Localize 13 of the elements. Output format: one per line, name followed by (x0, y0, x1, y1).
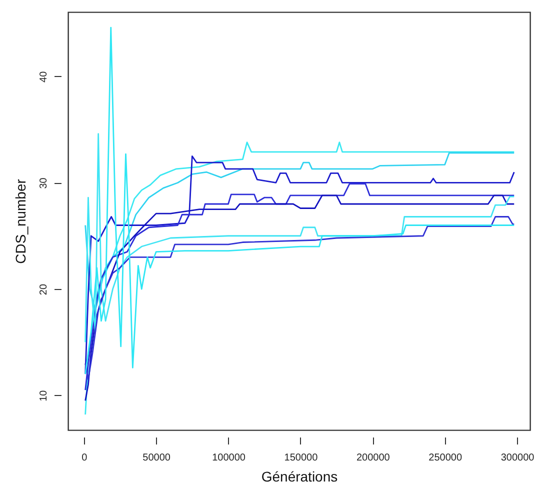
x-tick-label: 50000 (142, 452, 171, 464)
y-tick-label: 30 (38, 177, 50, 189)
x-axis-title: Générations (261, 468, 338, 484)
x-tick-label: 150000 (284, 452, 318, 464)
x-tick-label: 200000 (356, 452, 390, 464)
x-tick-label: 250000 (428, 452, 462, 464)
x-tick-label: 300000 (500, 452, 535, 464)
x-tick-label: 100000 (212, 452, 246, 464)
y-tick-label: 40 (38, 70, 50, 82)
x-tick-label: 0 (82, 452, 88, 464)
y-axis-title: CDS_number (12, 178, 28, 264)
y-tick-label: 20 (38, 284, 50, 296)
y-tick-label: 10 (38, 390, 50, 402)
